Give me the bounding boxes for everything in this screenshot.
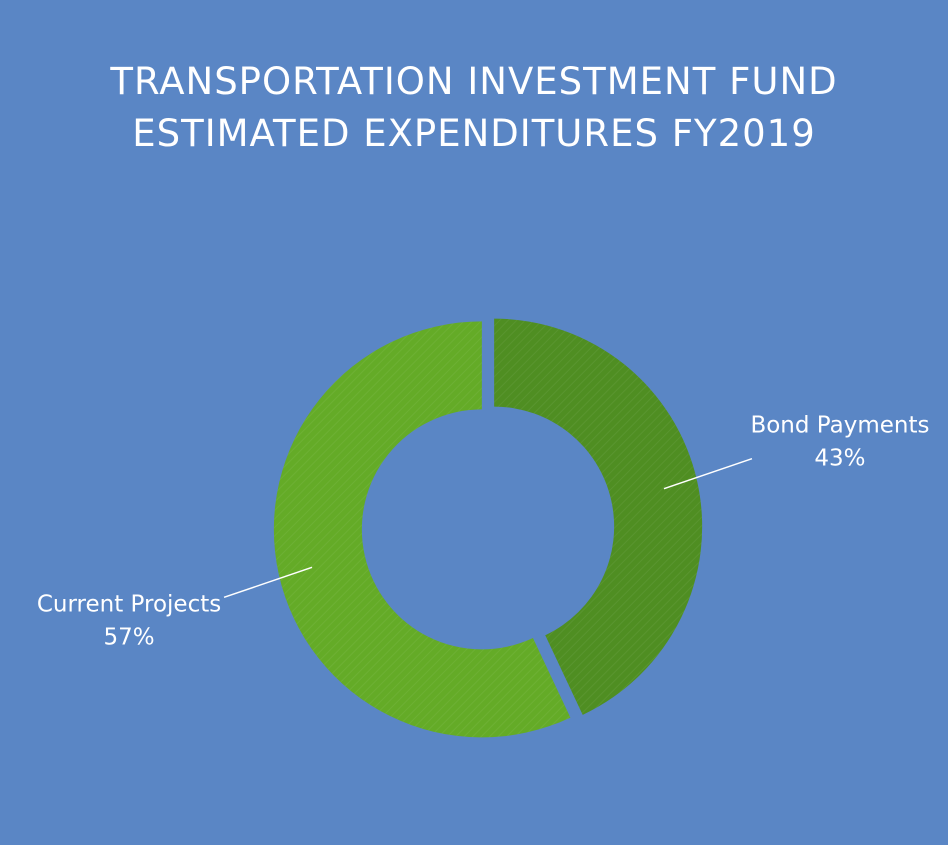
slice-bond-payments (494, 318, 703, 715)
category-label: Current Projects (37, 591, 221, 617)
category-label: Bond Payments (750, 413, 929, 439)
slice-current-projects (273, 321, 571, 738)
value-label: 43% (814, 446, 865, 472)
value-label: 57% (103, 624, 154, 650)
leader-line (223, 566, 313, 599)
slice-texture (494, 318, 703, 715)
chart-title-line-2: ESTIMATED EXPENDITURES FY2019 (132, 112, 816, 155)
slice-texture (273, 321, 571, 738)
chart-title-line-1: TRANSPORTATION INVESTMENT FUND (110, 60, 838, 103)
leader-line (663, 457, 753, 490)
